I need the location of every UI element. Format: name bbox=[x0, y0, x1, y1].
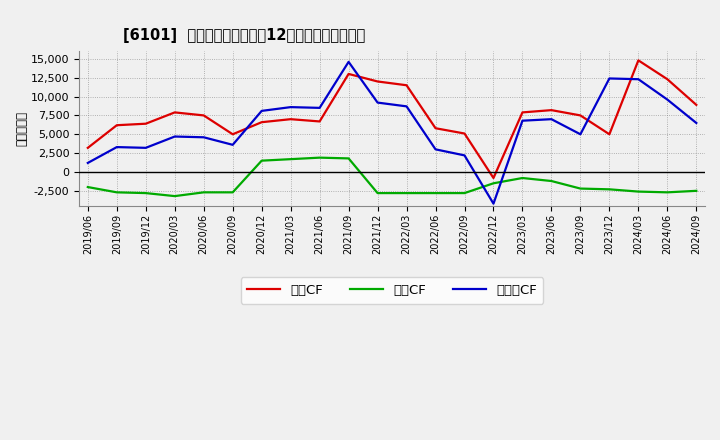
投資CF bbox=[692, 188, 701, 194]
投資CF bbox=[489, 181, 498, 186]
投資CF bbox=[141, 191, 150, 196]
投資CF bbox=[344, 156, 353, 161]
営業CF bbox=[171, 110, 179, 115]
投資CF bbox=[315, 155, 324, 160]
フリーCF bbox=[315, 105, 324, 110]
投資CF bbox=[576, 186, 585, 191]
フリーCF bbox=[257, 108, 266, 114]
営業CF bbox=[315, 119, 324, 124]
投資CF bbox=[518, 176, 527, 181]
営業CF bbox=[287, 117, 295, 122]
投資CF bbox=[257, 158, 266, 163]
営業CF bbox=[431, 125, 440, 131]
営業CF bbox=[576, 113, 585, 118]
フリーCF bbox=[112, 144, 121, 150]
投資CF bbox=[605, 187, 613, 192]
フリーCF bbox=[692, 120, 701, 125]
営業CF bbox=[228, 132, 237, 137]
Line: フリーCF: フリーCF bbox=[88, 62, 696, 204]
フリーCF bbox=[171, 134, 179, 139]
Line: 投資CF: 投資CF bbox=[88, 158, 696, 196]
Legend: 営業CF, 投資CF, フリーCF: 営業CF, 投資CF, フリーCF bbox=[240, 278, 544, 304]
フリーCF bbox=[402, 104, 411, 109]
フリーCF bbox=[634, 77, 643, 82]
営業CF bbox=[518, 110, 527, 115]
フリーCF bbox=[663, 97, 672, 102]
投資CF bbox=[663, 190, 672, 195]
フリーCF bbox=[605, 76, 613, 81]
営業CF bbox=[373, 79, 382, 84]
投資CF bbox=[171, 194, 179, 199]
投資CF bbox=[373, 191, 382, 196]
フリーCF bbox=[287, 104, 295, 110]
フリーCF bbox=[576, 132, 585, 137]
投資CF bbox=[228, 190, 237, 195]
投資CF bbox=[547, 178, 556, 183]
営業CF bbox=[547, 107, 556, 113]
営業CF bbox=[257, 120, 266, 125]
フリーCF bbox=[199, 135, 208, 140]
フリーCF bbox=[373, 100, 382, 105]
営業CF bbox=[460, 131, 469, 136]
フリーCF bbox=[518, 118, 527, 123]
営業CF bbox=[199, 113, 208, 118]
投資CF bbox=[460, 191, 469, 196]
フリーCF bbox=[228, 142, 237, 147]
投資CF bbox=[402, 191, 411, 196]
フリーCF bbox=[431, 147, 440, 152]
営業CF bbox=[84, 145, 92, 150]
投資CF bbox=[287, 157, 295, 162]
営業CF bbox=[634, 58, 643, 63]
投資CF bbox=[199, 190, 208, 195]
Line: 営業CF: 営業CF bbox=[88, 60, 696, 178]
フリーCF bbox=[547, 117, 556, 122]
営業CF bbox=[663, 77, 672, 82]
投資CF bbox=[431, 191, 440, 196]
フリーCF bbox=[141, 145, 150, 150]
Text: [6101]  キャッシュフローの12か月移動合計の推移: [6101] キャッシュフローの12か月移動合計の推移 bbox=[123, 28, 365, 43]
営業CF bbox=[692, 102, 701, 107]
フリーCF bbox=[84, 160, 92, 165]
営業CF bbox=[605, 132, 613, 137]
投資CF bbox=[84, 184, 92, 190]
営業CF bbox=[489, 176, 498, 181]
営業CF bbox=[344, 71, 353, 77]
フリーCF bbox=[489, 201, 498, 206]
投資CF bbox=[112, 190, 121, 195]
Y-axis label: （百万円）: （百万円） bbox=[15, 111, 28, 146]
フリーCF bbox=[344, 59, 353, 65]
投資CF bbox=[634, 189, 643, 194]
営業CF bbox=[112, 123, 121, 128]
営業CF bbox=[402, 83, 411, 88]
営業CF bbox=[141, 121, 150, 126]
フリーCF bbox=[460, 153, 469, 158]
